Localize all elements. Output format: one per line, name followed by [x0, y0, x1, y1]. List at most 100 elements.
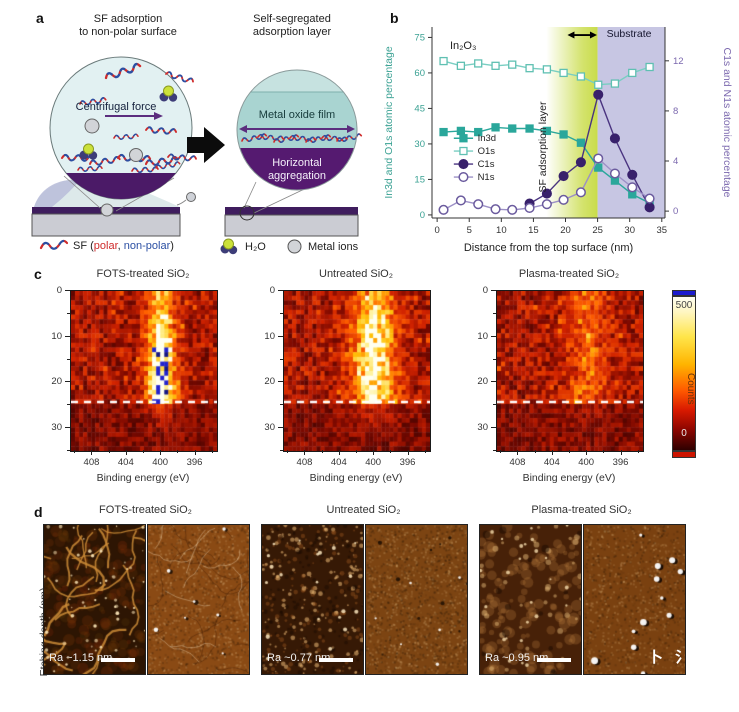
y-tick-label: 0: [482, 285, 488, 296]
sf-squiggle: [289, 134, 316, 142]
substrate-annotation: Substrate: [607, 28, 652, 40]
x-minor-tick: [390, 450, 392, 453]
phase-annotation: In₂O₃: [450, 40, 476, 52]
legend-marker: [458, 172, 469, 183]
y-minor-tick: [280, 312, 283, 314]
y-right-tick-label: 8: [673, 106, 678, 117]
sf-squiggle-icon: [39, 239, 68, 250]
x-tick-label: 10: [496, 225, 507, 236]
marker-N1s: [490, 204, 501, 215]
marker-N1s: [438, 204, 449, 215]
x-tick-label: 20: [560, 225, 571, 236]
legend-label: C1s: [478, 159, 495, 170]
marker-O1s: [576, 72, 586, 81]
marker-In3d: [474, 127, 483, 137]
xps-heatmap-canvas: [283, 290, 431, 452]
y-tick-label: 20: [51, 376, 62, 388]
marker-In3d: [542, 126, 552, 136]
x-tick: [407, 450, 409, 455]
sf-layer-region: [546, 27, 598, 218]
legend-metal-text: Metal ions: [308, 240, 359, 253]
marker-O1s: [439, 56, 448, 66]
y-tick-label: 0: [56, 285, 62, 296]
y-tick-label: 10: [477, 330, 488, 342]
legend-marker: [459, 146, 468, 156]
figure-page: { "panel_a": { "label": "a", "left_title…: [28, 8, 733, 677]
marker-O1s: [456, 61, 466, 70]
x-tick: [338, 450, 340, 455]
y-tick: [65, 427, 70, 429]
legend-label: O1s: [478, 146, 496, 157]
y-minor-tick: [280, 358, 283, 360]
x-tick-label: 396: [399, 457, 416, 468]
marker-O1s: [525, 64, 534, 73]
x-axis-title: Distance from the top surface (nm): [464, 242, 633, 254]
heatmap-title: FOTS-treated SiO₂: [96, 268, 190, 280]
sf-squiggle: [165, 71, 194, 83]
scale-bar: [319, 658, 353, 662]
afm-height-image: Ra ~0.77 nm: [261, 524, 364, 675]
colorbar-over-range-cap: [672, 290, 696, 296]
marker-In3d: [576, 138, 586, 147]
marker-O1s: [542, 65, 552, 74]
y-minor-tick: [67, 358, 70, 360]
panel-d-label: d: [34, 504, 43, 520]
sf-squiggle: [145, 126, 177, 135]
centrifugal-force-label: Centrifugal force: [76, 101, 157, 113]
droplet-tail: [176, 199, 187, 206]
afm-phase-image: [583, 524, 686, 675]
y-right-tick-label: 12: [673, 56, 684, 67]
aggregation-label-line2: aggregation: [268, 170, 326, 182]
y-left-tick-label: 15: [414, 174, 425, 185]
sf-squiggle: [89, 156, 121, 166]
zoom-target-circle: [239, 205, 255, 221]
x-tick: [304, 450, 306, 455]
x-tick: [551, 450, 553, 455]
x-minor-tick: [108, 450, 110, 453]
y-minor-tick: [280, 404, 283, 406]
right-axis-title: C1s and N1s atomic percentage: [721, 48, 733, 198]
panel-c-label: c: [34, 266, 42, 282]
sf-squiggle: [257, 133, 284, 141]
y-left-tick-label: 75: [414, 32, 425, 43]
colorbar-gradient: [672, 296, 696, 451]
x-minor-tick: [143, 450, 144, 453]
metal-oxide-film-label: Metal oxide film: [259, 109, 335, 121]
right-schematic-title-line2: adsorption layer: [253, 26, 332, 38]
aggregation-label-line1: Horizontal: [272, 157, 322, 169]
panel-a-schematic: SF adsorption to non-polar surface Self-…: [28, 8, 373, 260]
x-minor-tick: [211, 450, 213, 453]
y-left-tick-label: 0: [420, 210, 425, 221]
marker-C1s: [609, 133, 620, 144]
afm-phase-canvas: [583, 524, 686, 675]
y-minor-tick: [493, 358, 496, 360]
y-tick-label: 30: [477, 422, 488, 434]
legend-label: N1s: [478, 172, 495, 183]
x-tick-label: 400: [152, 457, 169, 468]
x-tick: [160, 450, 162, 455]
x-tick: [517, 450, 519, 455]
marker-N1s: [473, 199, 484, 210]
afm-height-image: Ra ~1.15 nm: [43, 524, 146, 675]
sf-squiggle: [167, 153, 197, 162]
y-tick: [65, 381, 70, 383]
y-tick: [278, 335, 283, 337]
xps-heatmap-canvas: [70, 290, 218, 452]
legend-sf-text: SF (polar, non-polar): [73, 240, 174, 252]
y-tick: [491, 290, 496, 291]
sf-squiggle: [104, 62, 142, 80]
x-minor-tick: [569, 450, 570, 453]
panel-a-illustration: SF adsorption to non-polar surface Self-…: [31, 13, 363, 237]
sf-squiggle: [131, 166, 159, 174]
right-substrate: [224, 214, 359, 237]
x-tick-label: 408: [83, 457, 100, 468]
x-tick-label: 404: [117, 457, 134, 468]
x-minor-tick: [287, 450, 289, 453]
x-tick-label: 35: [657, 225, 668, 236]
marker-O1s: [645, 62, 654, 72]
afm-height-image: Ra ~0.95 nm: [479, 524, 582, 675]
x-tick-label: 15: [528, 225, 539, 236]
marker-In3d: [491, 123, 500, 132]
metal-ion-icon: [287, 239, 302, 254]
marker-In3d: [439, 127, 448, 137]
